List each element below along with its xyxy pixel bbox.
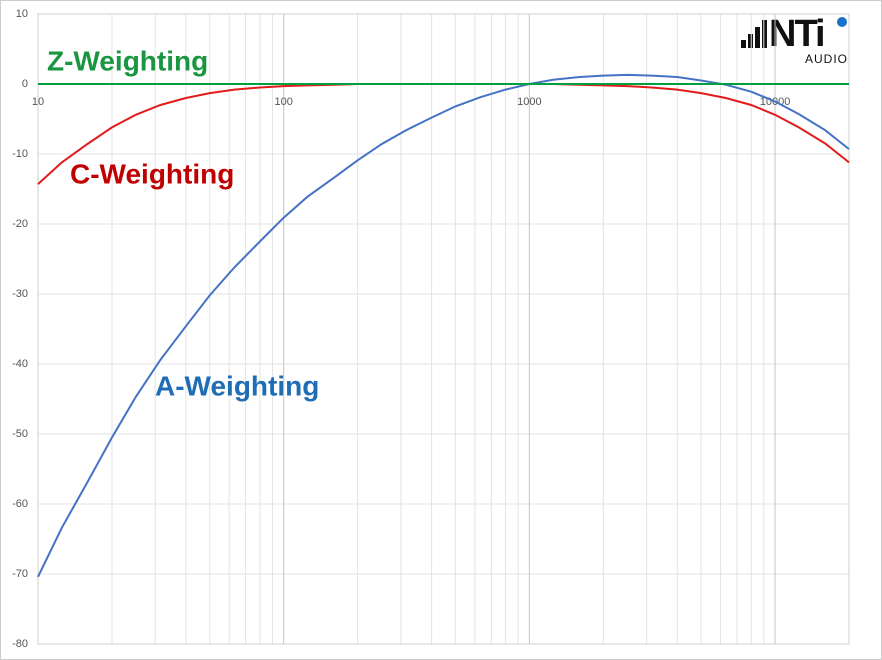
logo-bar <box>748 34 753 48</box>
plot-area <box>37 13 850 645</box>
y-tick-label: 10 <box>16 8 28 20</box>
logo-bar <box>741 40 746 48</box>
series-label: C-Weighting <box>70 158 234 189</box>
y-tick-label: -30 <box>12 288 28 300</box>
logo-name: NTi <box>769 13 824 55</box>
y-tick-label: -80 <box>12 638 28 650</box>
logo: NTi AUDIO <box>741 13 848 66</box>
y-tick-label: -60 <box>12 498 28 510</box>
x-tick-label: 100 <box>275 96 293 108</box>
y-tick-label: -10 <box>12 148 28 160</box>
logo-dot <box>837 17 847 27</box>
y-tick-label: 0 <box>22 78 28 90</box>
logo-bar <box>755 27 760 48</box>
series-line <box>37 73 850 578</box>
series-label: Z-Weighting <box>47 45 208 76</box>
x-tick-label: 1000 <box>517 96 541 108</box>
y-tick-label: -50 <box>12 428 28 440</box>
series-label: A-Weighting <box>155 370 319 401</box>
logo-subtitle: AUDIO <box>805 52 848 66</box>
logo-bar <box>762 20 767 48</box>
y-tick-label: -40 <box>12 358 28 370</box>
y-tick-label: -70 <box>12 568 28 580</box>
plot-grid <box>37 13 849 645</box>
y-tick-label: -20 <box>12 218 28 230</box>
